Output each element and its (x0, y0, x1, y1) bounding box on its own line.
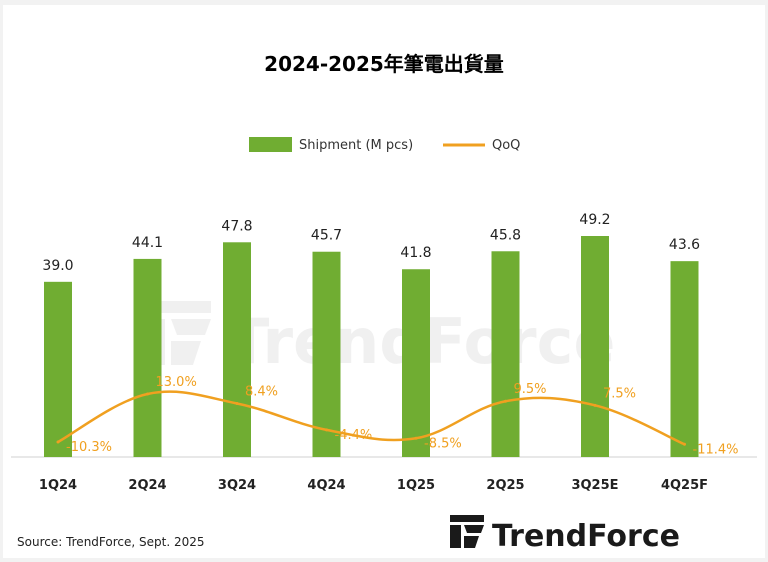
bar-2Q24 (133, 258, 162, 457)
category-label: 1Q25 (397, 478, 435, 493)
source-note: Source: TrendForce, Sept. 2025 (17, 535, 205, 549)
bar-value-label: 49.2 (579, 212, 610, 228)
category-label: 2Q24 (128, 478, 166, 493)
qoq-point (56, 440, 60, 444)
qoq-point (325, 428, 328, 432)
bar-value-label: 41.8 (400, 245, 431, 261)
qoq-value-label: -4.4% (335, 428, 373, 443)
trendforce-logo-mark (450, 515, 484, 548)
legend-label-shipment: Shipment (M pcs) (299, 138, 413, 153)
bar-value-label: 47.8 (221, 218, 252, 234)
qoq-value-label: 9.5% (514, 382, 547, 397)
bar-2Q25 (491, 251, 520, 457)
legend-label-qoq: QoQ (492, 138, 520, 153)
chart: 2024-2025年筆電出貨量 Shipment (M pcs) QoQ Tre… (11, 52, 757, 554)
trendforce-logo-text: TrendForce (492, 519, 680, 554)
qoq-value-label: -11.4% (693, 442, 739, 457)
chart-title: 2024-2025年筆電出貨量 (264, 52, 504, 76)
category-label: 4Q24 (307, 478, 345, 493)
bar-4Q25F (670, 261, 699, 457)
bar-3Q25E (581, 236, 609, 457)
qoq-point (683, 442, 686, 446)
qoq-value-label: -8.5% (424, 436, 462, 451)
qoq-value-label: 7.5% (603, 386, 636, 401)
qoq-point (146, 392, 149, 396)
category-label: 4Q25F (661, 478, 708, 493)
bar-value-label: 39.0 (42, 258, 73, 274)
qoq-point (593, 403, 597, 407)
category-label: 3Q25E (571, 478, 618, 493)
legend: Shipment (M pcs) QoQ (249, 137, 520, 153)
qoq-value-label: 8.4% (245, 384, 278, 399)
qoq-point (414, 436, 418, 440)
category-label: 1Q24 (39, 478, 77, 493)
category-label: 2Q25 (486, 478, 524, 493)
watermark: TrendForce (143, 301, 615, 378)
bar-1Q24 (44, 281, 72, 457)
chart-frame: 2024-2025年筆電出貨量 Shipment (M pcs) QoQ Tre… (3, 5, 765, 558)
legend-swatch-shipment (249, 137, 292, 152)
bar-value-label: 44.1 (132, 235, 163, 251)
category-label: 3Q24 (218, 478, 256, 493)
bar-1Q25 (402, 269, 430, 457)
qoq-point (235, 401, 239, 405)
qoq-value-label: -10.3% (66, 440, 112, 455)
qoq-value-label: 13.0% (156, 375, 197, 390)
bar-3Q24 (223, 242, 251, 457)
bar-value-label: 45.7 (311, 228, 342, 244)
qoq-line (57, 390, 685, 446)
bar-value-label: 43.6 (669, 237, 700, 253)
bar-value-label: 45.8 (490, 227, 521, 243)
qoq-point (504, 399, 507, 403)
bar-4Q24 (312, 251, 341, 457)
trendforce-logo: TrendForce (450, 515, 680, 554)
